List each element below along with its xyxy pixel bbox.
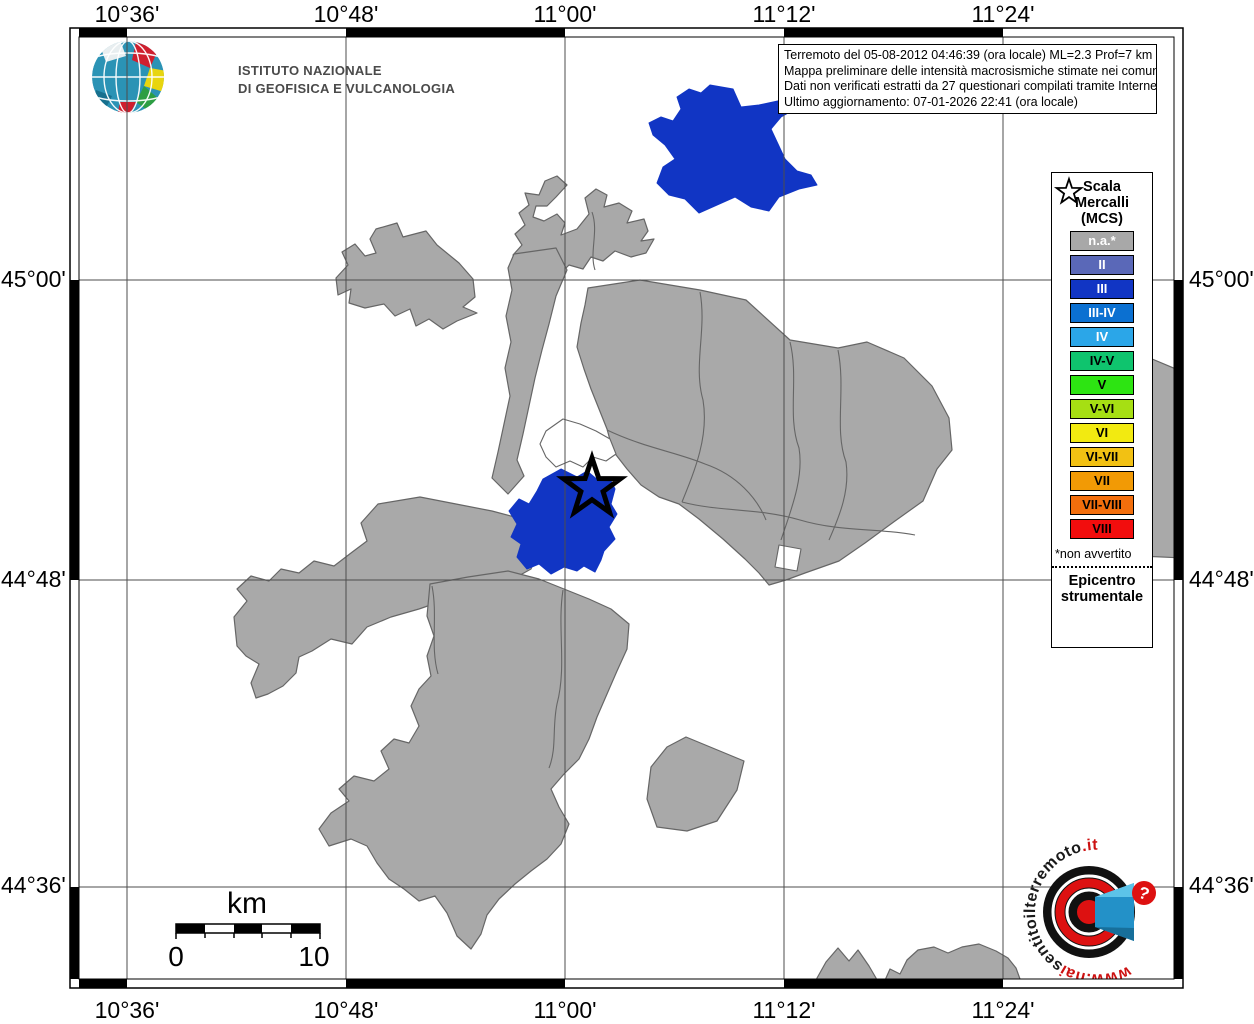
ingv-globe-icon [92,41,164,113]
municipal-border [606,429,767,521]
municipality-shape [491,247,568,495]
lat-label: 45°00' [1,266,66,292]
municipality-shape [881,943,1021,987]
municipal-border [548,589,564,769]
legend-swatch-vi-vii: VI-VII [1070,447,1134,467]
municipality-shape [318,570,630,950]
municipal-border [828,349,848,541]
map-frame [69,27,1184,989]
ingv-logo: ISTITUTO NAZIONALE DI GEOFISICA E VULCAN… [92,41,455,113]
municipal-border [681,501,916,536]
event-info-box: Terremoto del 05-08-2012 04:46:39 (ora l… [778,44,1157,115]
municipality-shape [233,496,542,699]
legend-swatch-iv-v: IV-V [1070,351,1134,371]
lon-label: 11°12' [752,1,816,27]
legend-swatch-iii: III [1070,279,1134,299]
scale-bar-start: 0 [168,941,184,972]
legend-swatch-na: n.a.* [1070,231,1134,251]
legend-swatch-v-vi: V-VI [1070,399,1134,419]
lon-label: 10°48' [313,1,379,27]
legend-swatch-vii-viii: VII-VIII [1070,495,1134,515]
municipality-shape [646,736,745,832]
lon-label: 10°36' [94,1,160,27]
scale-bar-unit: km [227,887,267,920]
white-enclave [774,544,802,572]
lon-label: 10°48' [313,997,379,1023]
scale-bar: km 0 10 [168,887,329,972]
lon-label: 11°00' [533,1,597,27]
lon-label: 11°00' [533,997,597,1023]
event-info-line: Ultimo aggiornamento: 07-01-2026 22:41 (… [784,94,1078,109]
haisentitoilterremoto-logo: www.haisentitoilterremoto.it ? [1022,837,1156,987]
legend-swatch-v: V [1070,375,1134,395]
epicenter-star [556,450,628,519]
municipal-border [780,341,801,541]
lon-label: 10°36' [94,997,160,1023]
lat-label: 44°48' [1189,566,1254,592]
lon-label: 11°12' [752,997,816,1023]
municipality-shape [335,222,478,330]
legend-title: Scala Mercalli (MCS) [1052,179,1152,227]
graticule [79,37,1174,979]
watermark-seg-it: .it [1080,837,1098,856]
scale-bar-end: 10 [298,941,329,972]
municipality-shape [576,279,953,586]
legend-swatch-vii: VII [1070,471,1134,491]
event-info-line: Dati non verificati estratti da 27 quest… [784,79,1157,94]
legend-swatch-iii-iv: III-IV [1070,303,1134,323]
lat-label: 44°36' [1,872,66,898]
ingv-name-line2: DI GEOFISICA E VULCANOLOGIA [238,81,455,96]
legend-swatch-viii: VIII [1070,519,1134,539]
legend-title-line: (MCS) [1081,211,1123,227]
lon-label: 11°24' [971,997,1035,1023]
lat-label: 44°48' [1,566,66,592]
epicenter-star-icon [1053,176,1085,205]
ingv-name-line1: ISTITUTO NAZIONALE [238,63,382,78]
event-info-line: Terremoto del 05-08-2012 04:46:39 (ora l… [784,48,1153,62]
legend-swatch-ii: II [1070,255,1134,275]
lat-label: 44°36' [1189,872,1254,898]
legend-footnote: *non avvertito [1055,547,1132,561]
megaphone-icon [1095,883,1134,941]
intensity-iii-municipality-epicentral [508,468,618,575]
legend-divider [1052,566,1152,568]
legend-title-line: Mercalli [1075,195,1129,211]
municipal-border [591,211,596,271]
legend-title-line: Scala [1083,179,1121,195]
question-badge [1132,881,1156,905]
legend-swatch-vi: VI [1070,423,1134,443]
municipal-border [681,291,705,503]
epicenter-label-line: Epicentro [1068,573,1136,589]
epicenter-legend-label: Epicentro strumentale [1052,573,1152,605]
municipal-border [431,585,439,675]
event-info-line: Mappa preliminare delle intensità macros… [784,63,1157,78]
lat-label: 45°00' [1189,266,1254,292]
white-enclave [539,418,617,468]
legend-swatch-iv: IV [1070,327,1134,347]
municipality-layer [233,84,1182,987]
lon-label: 11°24' [971,1,1035,27]
epicenter-label-line: strumentale [1060,589,1144,605]
intensity-legend: Scala Mercalli (MCS) n.a.* II III III-IV… [1051,172,1153,648]
